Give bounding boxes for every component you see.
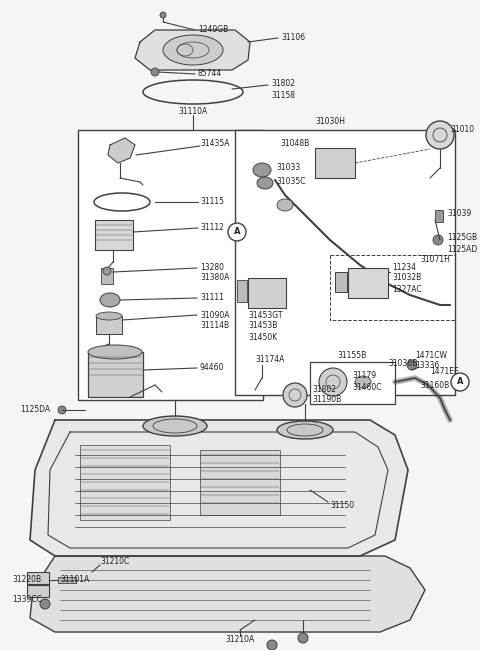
Bar — [78, 130, 263, 400]
Text: 31174A: 31174A — [255, 356, 284, 365]
Ellipse shape — [277, 199, 293, 211]
Text: 31435A: 31435A — [200, 138, 229, 148]
Bar — [310, 362, 395, 404]
Bar — [27, 572, 49, 584]
Bar — [248, 278, 286, 308]
Text: 31032B: 31032B — [392, 274, 421, 283]
Text: 94460: 94460 — [200, 363, 224, 372]
Text: 1125DA: 1125DA — [20, 406, 50, 415]
Text: 31220B: 31220B — [12, 575, 41, 584]
Text: 13336: 13336 — [415, 361, 439, 369]
Text: 31210C: 31210C — [100, 558, 129, 567]
Text: 1327AC: 1327AC — [392, 285, 421, 294]
Text: 31160B: 31160B — [420, 380, 449, 389]
Circle shape — [267, 640, 277, 650]
Text: 31033: 31033 — [276, 162, 300, 172]
Text: 31110A: 31110A — [179, 107, 208, 116]
Text: A: A — [457, 378, 463, 387]
Circle shape — [160, 12, 166, 18]
Text: 31158: 31158 — [271, 90, 295, 99]
Bar — [335, 272, 347, 292]
Text: 31150: 31150 — [330, 500, 354, 510]
Circle shape — [58, 406, 66, 414]
Text: 31090A: 31090A — [200, 311, 229, 320]
Ellipse shape — [253, 163, 271, 177]
Bar — [88, 352, 143, 397]
Ellipse shape — [257, 177, 273, 189]
Text: 31112: 31112 — [200, 224, 224, 233]
Circle shape — [40, 599, 50, 609]
Text: A: A — [234, 227, 240, 237]
Text: 31453GT: 31453GT — [248, 311, 283, 320]
Text: 31380A: 31380A — [200, 274, 229, 283]
Bar — [237, 280, 247, 302]
Bar — [27, 585, 49, 597]
Bar — [348, 268, 388, 298]
Text: 1471EE: 1471EE — [430, 367, 459, 376]
Text: 1339CC: 1339CC — [12, 595, 42, 604]
Text: 1125GB: 1125GB — [447, 233, 477, 242]
Ellipse shape — [88, 345, 142, 359]
Bar — [435, 210, 443, 222]
Polygon shape — [30, 556, 425, 632]
Ellipse shape — [163, 35, 223, 65]
Bar — [95, 220, 133, 250]
Text: 31115: 31115 — [200, 198, 224, 207]
Ellipse shape — [143, 416, 207, 436]
Polygon shape — [30, 420, 408, 556]
Circle shape — [433, 235, 443, 245]
Circle shape — [103, 267, 111, 275]
Text: 31114B: 31114B — [200, 320, 229, 330]
Text: 31210A: 31210A — [226, 636, 254, 645]
Text: 31460C: 31460C — [352, 384, 382, 393]
Text: 31111: 31111 — [200, 294, 224, 302]
Text: 1125AD: 1125AD — [447, 244, 477, 254]
Text: 31106: 31106 — [281, 34, 305, 42]
Text: 1249GB: 1249GB — [198, 25, 228, 34]
Text: 31802: 31802 — [312, 385, 336, 395]
Text: 31190B: 31190B — [312, 395, 341, 404]
Circle shape — [228, 223, 246, 241]
Bar — [80, 445, 170, 520]
Text: 31030H: 31030H — [315, 118, 345, 127]
Bar — [96, 316, 122, 334]
Circle shape — [298, 633, 308, 643]
Circle shape — [407, 360, 417, 370]
Circle shape — [426, 121, 454, 149]
Bar — [101, 268, 113, 284]
Circle shape — [283, 383, 307, 407]
Text: 31048B: 31048B — [280, 140, 310, 148]
Ellipse shape — [100, 293, 120, 307]
Text: 31071H: 31071H — [420, 255, 450, 265]
Text: 31101A: 31101A — [60, 575, 89, 584]
Text: 31453B: 31453B — [248, 320, 277, 330]
Text: 31036B: 31036B — [388, 359, 418, 367]
Bar — [315, 148, 355, 178]
Polygon shape — [135, 30, 250, 70]
Text: 11234: 11234 — [392, 263, 416, 272]
Circle shape — [151, 68, 159, 76]
Text: 31802: 31802 — [271, 79, 295, 88]
Text: 31179: 31179 — [352, 372, 376, 380]
Text: 31035C: 31035C — [276, 177, 305, 185]
Text: 1471CW: 1471CW — [415, 350, 447, 359]
Text: 31010: 31010 — [450, 125, 474, 135]
Ellipse shape — [355, 376, 371, 388]
Ellipse shape — [277, 421, 333, 439]
Polygon shape — [108, 138, 135, 163]
Text: 13280: 13280 — [200, 263, 224, 272]
Bar — [200, 450, 280, 515]
Ellipse shape — [96, 312, 122, 320]
Text: 31450K: 31450K — [248, 333, 277, 343]
Bar — [235, 130, 455, 395]
Text: 31155B: 31155B — [337, 352, 367, 361]
Bar — [58, 577, 76, 583]
Text: 31039: 31039 — [447, 209, 471, 218]
Circle shape — [451, 373, 469, 391]
Circle shape — [319, 368, 347, 396]
Text: 85744: 85744 — [198, 70, 222, 79]
